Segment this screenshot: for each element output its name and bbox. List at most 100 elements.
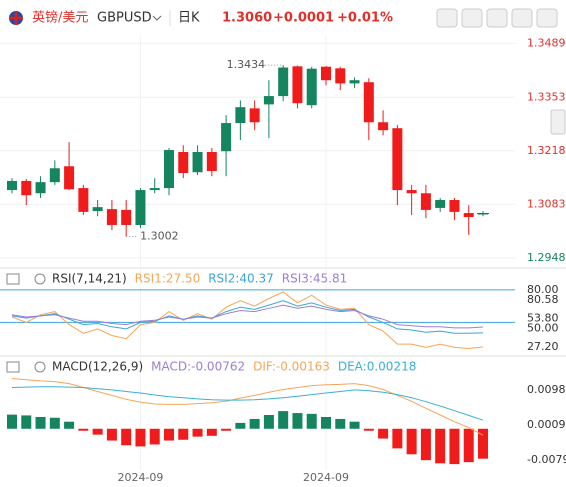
candle-body (449, 199, 460, 212)
candle-body (21, 180, 32, 196)
x-tick-label: 2024-09 (117, 471, 163, 484)
legend-entry: RSI2:40.37 (208, 272, 274, 286)
candle-body (35, 182, 46, 194)
indicator-title: MACD(12,26,9) (52, 360, 143, 374)
y-tick-label: 1.2948 (527, 251, 566, 264)
macd-bar (106, 428, 117, 441)
candle-body (435, 199, 446, 208)
dropdown-icon[interactable] (152, 15, 162, 21)
tool-button[interactable] (486, 8, 508, 28)
macd-bar (292, 413, 303, 429)
candle-body (463, 213, 474, 218)
macd-bar (164, 428, 174, 441)
settings-icon (34, 273, 46, 285)
macd-bar (92, 428, 103, 435)
macd-bar (463, 428, 474, 463)
indicator-title: RSI(7,14,21) (52, 272, 127, 286)
legend-entry: DIF:-0.00163 (253, 360, 330, 374)
y-tick-label: 1.3489 (527, 36, 566, 49)
indicator-line (11, 304, 484, 329)
macd-bar (235, 422, 246, 429)
candle-body (349, 80, 360, 84)
macd-bar (178, 428, 189, 440)
candle-body (235, 107, 246, 124)
flag-cross (9, 11, 23, 25)
macd-bar (64, 421, 75, 429)
indicator-line (11, 386, 484, 421)
candle-body (263, 96, 274, 105)
symbol: GBPUSD (97, 11, 152, 26)
y-tick-label: 50.00 (527, 321, 559, 334)
candle-body (378, 122, 389, 131)
macd-bar (135, 428, 146, 447)
indicator-line (11, 291, 484, 350)
candle-body (249, 108, 260, 123)
macd-bar (206, 428, 217, 436)
pair-name[interactable]: 英镑/美元 (32, 10, 88, 26)
change: +0.0001 (273, 11, 334, 26)
candle-body (178, 152, 189, 174)
candle-body (164, 150, 174, 189)
macd-bar (149, 428, 160, 445)
candle-body (64, 166, 75, 190)
y-tick-label: 0.00094 (527, 418, 566, 431)
y-tick-label: 53.80 (527, 311, 559, 324)
candle-body (335, 68, 346, 84)
macd-bar (192, 428, 203, 437)
macd-bar (435, 428, 446, 464)
tool-button[interactable] (436, 8, 458, 28)
candle-body (206, 152, 217, 172)
macd-bar (349, 421, 360, 429)
max-label: 1.3434 (227, 58, 266, 71)
candle-body (78, 188, 89, 212)
macd-bar (449, 428, 460, 465)
y-tick-label: -0.00798 (527, 453, 566, 466)
macd-bar (7, 414, 17, 429)
y-tick-label: 80.58 (527, 293, 559, 306)
candle-body (149, 188, 160, 191)
candle-body (221, 123, 232, 152)
candle-body (7, 180, 17, 191)
candle-body (135, 190, 146, 225)
tool-button[interactable] (461, 8, 483, 28)
legend-entry: MACD:-0.00762 (151, 360, 245, 374)
eye-icon (6, 361, 20, 373)
y-tick-label: 1.3218 (527, 144, 566, 157)
y-tick-label: 27.20 (527, 340, 559, 353)
x-tick-label: 2024-09 (303, 471, 349, 484)
candle-body (363, 82, 374, 123)
macd-bar (306, 413, 317, 429)
y-tick-label: 80.00 (527, 283, 559, 296)
macd-bar (21, 415, 32, 429)
price: 1.3060 (222, 11, 272, 26)
candle-body (106, 209, 117, 225)
candle-body (92, 207, 103, 212)
macd-bar (335, 418, 346, 429)
y-tick-label: 0.00986 (527, 383, 566, 396)
candle-body (278, 67, 289, 97)
tool-button[interactable] (511, 8, 533, 28)
candle-body (392, 128, 403, 191)
macd-bar (49, 417, 60, 429)
indicator-line (11, 300, 484, 334)
indicator-line (11, 378, 484, 436)
y-tick-label: 1.3353 (527, 90, 566, 103)
candle-body (420, 193, 431, 210)
macd-bar (249, 418, 260, 429)
macd-bar (121, 428, 132, 446)
legend-entry: RSI3:45.81 (282, 272, 348, 286)
candle-body (306, 68, 317, 106)
macd-bar (321, 416, 331, 429)
macd-bar (420, 428, 431, 461)
macd-bar (378, 428, 389, 439)
change-pct: +0.01% (337, 11, 393, 26)
side-tab[interactable] (550, 109, 566, 135)
macd-bar (78, 428, 89, 431)
macd-bar (363, 428, 374, 431)
period[interactable]: 日K (178, 11, 200, 26)
macd-bar (478, 428, 488, 459)
settings-icon (34, 361, 46, 373)
tool-button[interactable] (536, 8, 558, 28)
candle-body (192, 152, 203, 173)
